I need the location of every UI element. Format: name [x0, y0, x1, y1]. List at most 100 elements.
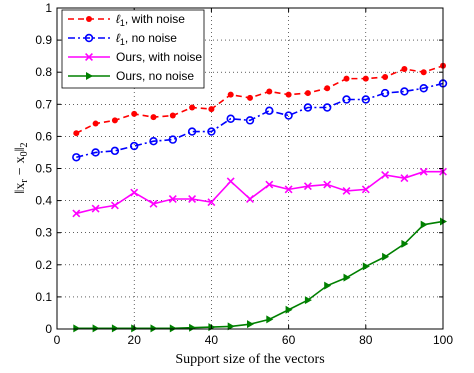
data-point — [265, 106, 274, 115]
data-point — [400, 87, 409, 96]
legend-marker — [86, 72, 93, 80]
data-point — [168, 195, 177, 203]
data-point — [72, 209, 81, 218]
legend-marker — [85, 53, 93, 61]
data-point — [189, 323, 197, 332]
data-point — [323, 180, 332, 189]
data-point — [168, 135, 178, 144]
legend-marker — [84, 33, 94, 43]
data-point — [303, 103, 313, 112]
data-point — [401, 239, 409, 248]
data-point — [227, 322, 235, 331]
data-point — [207, 127, 216, 136]
data-point — [227, 91, 234, 98]
data-point — [382, 252, 390, 261]
data-point — [131, 110, 138, 117]
data-point — [285, 91, 292, 98]
data-point — [169, 112, 176, 119]
data-point — [420, 220, 428, 229]
data-point — [150, 114, 157, 121]
data-point — [73, 130, 80, 137]
data-point — [342, 187, 351, 195]
legend-label-l1-no-noise: ℓ1, no noise — [116, 31, 177, 47]
data-point — [265, 180, 274, 189]
y-tick-label: 0.2 — [35, 258, 52, 272]
data-point — [247, 320, 254, 329]
data-point — [266, 315, 274, 324]
data-point — [304, 296, 312, 305]
x-tick-label: 100 — [433, 333, 453, 347]
data-point — [169, 324, 177, 333]
y-tick-label: 0.8 — [35, 65, 52, 79]
y-axis-label: ‖xr−x0‖2 — [13, 142, 30, 193]
y-tick-label: 0.7 — [35, 97, 52, 111]
data-point — [324, 281, 332, 290]
legend-label-ours-no-noise: Ours, no noise — [116, 69, 194, 83]
ticks: 0 20 40 60 80 100 0 0.1 0.2 0.3 0.4 0.5 0.6 0.7 0.8 0.9… — [35, 1, 453, 347]
legend-label-ours-with-noise: Ours, with noise — [116, 50, 202, 64]
y-tick-label: 0 — [45, 322, 52, 336]
data-point — [226, 114, 235, 123]
data-point — [226, 177, 235, 186]
data-point — [362, 75, 369, 82]
data-point — [111, 324, 119, 333]
data-point — [381, 170, 390, 179]
x-tick-label: 20 — [128, 333, 142, 347]
y-tick-label: 0.9 — [35, 33, 52, 47]
series-layer — [72, 62, 448, 333]
x-axis-label: Support size of the vectors — [175, 352, 324, 367]
data-point — [382, 74, 389, 81]
series-2 — [72, 167, 447, 218]
data-point — [400, 174, 409, 183]
data-point — [130, 141, 139, 151]
legend-box — [61, 9, 205, 89]
data-point — [92, 120, 99, 127]
data-point — [207, 198, 216, 207]
data-point — [91, 148, 100, 157]
data-point — [343, 75, 350, 82]
legend-marker — [86, 16, 92, 22]
y-tick-label: 0.6 — [35, 129, 52, 143]
data-point — [361, 95, 370, 104]
data-point — [92, 324, 100, 333]
data-point — [246, 195, 254, 203]
x-tick-label: 0 — [54, 333, 61, 347]
data-point — [419, 84, 428, 93]
y-tick-label: 0.4 — [35, 194, 52, 208]
data-point — [110, 146, 120, 156]
data-point — [380, 88, 390, 98]
data-point — [266, 88, 273, 95]
data-point — [420, 69, 427, 76]
series-line — [75, 65, 444, 134]
y-tick-label: 0.3 — [35, 226, 52, 240]
data-point — [304, 90, 311, 97]
x-tick-label: 60 — [282, 333, 296, 347]
legend: ℓ1, with noise ℓ1, no noise Ours, with n… — [61, 9, 205, 89]
data-point — [208, 106, 215, 113]
data-point — [188, 195, 197, 203]
data-point — [285, 305, 293, 314]
series-1 — [72, 79, 448, 162]
data-point — [91, 204, 100, 213]
data-point — [303, 182, 312, 191]
data-point — [111, 117, 118, 124]
data-point — [247, 94, 253, 101]
series-3 — [73, 217, 447, 333]
y-tick-label: 1 — [45, 1, 52, 15]
data-point — [362, 262, 370, 271]
data-point — [73, 324, 81, 333]
data-point — [187, 127, 197, 136]
data-point — [245, 116, 255, 125]
data-point — [150, 324, 158, 333]
data-point — [189, 104, 196, 111]
data-point — [284, 111, 293, 120]
data-point — [284, 185, 293, 194]
data-point — [149, 199, 158, 208]
series-0 — [73, 62, 446, 137]
data-point — [72, 153, 81, 162]
data-point — [323, 103, 332, 112]
data-point — [361, 185, 370, 194]
data-point — [130, 188, 139, 197]
data-point — [110, 201, 119, 210]
